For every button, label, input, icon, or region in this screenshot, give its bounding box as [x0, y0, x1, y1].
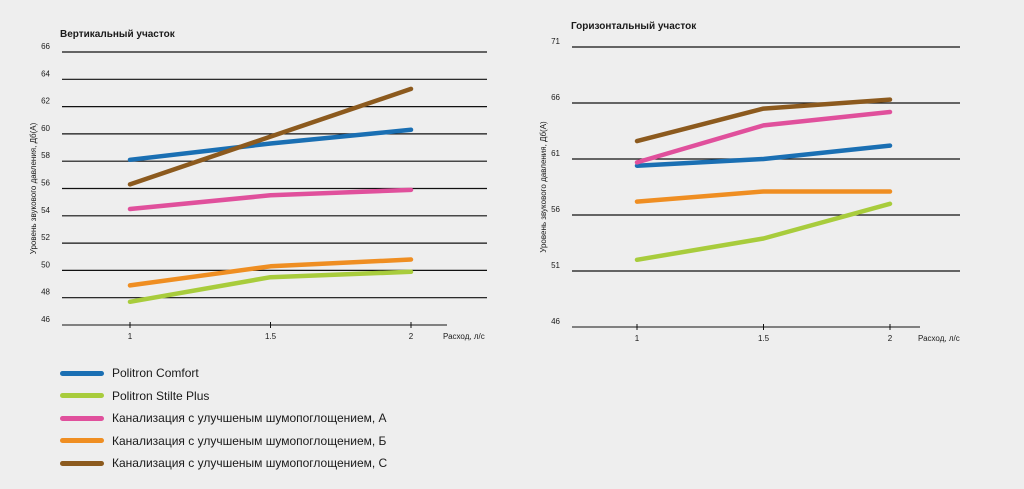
legend-swatch	[60, 393, 104, 399]
legend-label: Канализация с улучшеным шумопоглощением,…	[112, 411, 387, 426]
x-tick-label: 1.5	[758, 334, 770, 343]
legend: Politron Comfort Politron Stilte Plus Ка…	[60, 362, 387, 475]
x-tick-label: 1	[635, 334, 640, 343]
legend-label: Politron Comfort	[112, 366, 199, 381]
legend-swatch	[60, 438, 104, 444]
y-tick-label: 51	[551, 261, 560, 270]
y-tick-label: 46	[41, 315, 50, 324]
series-line	[634, 201, 893, 263]
y-tick-label: 71	[551, 37, 560, 46]
x-axis-label: Расход, л/с	[443, 332, 485, 341]
y-axis-label: Уровень звукового давления, Дб(А)	[539, 121, 548, 253]
y-tick-label: 66	[551, 93, 560, 102]
y-axis-label: Уровень звукового давления, Дб(А)	[29, 122, 38, 254]
series-line	[127, 269, 414, 305]
series-line	[634, 143, 893, 168]
x-axis-label: Расход, л/с	[918, 334, 960, 343]
chart-title: Вертикальный участок	[60, 29, 176, 40]
legend-swatch	[60, 460, 104, 466]
series-line	[127, 257, 414, 288]
y-tick-label: 61	[551, 149, 560, 158]
y-tick-label: 62	[41, 97, 50, 106]
y-tick-label: 66	[41, 42, 50, 51]
y-tick-label: 60	[41, 124, 50, 133]
x-tick-label: 2	[888, 334, 893, 343]
chart-title: Горизонтальный участок	[571, 21, 697, 32]
legend-label: Politron Stilte Plus	[112, 388, 210, 403]
x-tick-label: 1	[128, 332, 133, 341]
legend-item: Канализация с улучшеным шумопоглощением,…	[60, 407, 387, 430]
y-tick-label: 64	[41, 69, 50, 78]
horizontal-section-chart: Горизонтальный участок 46 51 56 61 66 71 1 1.5 2 Р…	[539, 21, 960, 343]
legend-swatch	[60, 415, 104, 421]
y-tick-label: 50	[41, 260, 50, 269]
vertical-section-chart: Вертикальный участок 46 48 50 52 54 56 58 60 62 64…	[29, 29, 487, 341]
x-tick-label: 2	[409, 332, 414, 341]
legend-label: Канализация с улучшеным шумопоглощением,…	[112, 433, 387, 448]
x-tick-label: 1.5	[265, 332, 277, 341]
series-line	[634, 109, 893, 165]
legend-item: Politron Comfort	[60, 362, 387, 385]
y-tick-label: 46	[551, 317, 560, 326]
y-tick-label: 56	[551, 205, 560, 214]
y-tick-label: 58	[41, 151, 50, 160]
series-line	[634, 189, 893, 204]
series-line	[127, 187, 414, 212]
legend-item: Politron Stilte Plus	[60, 385, 387, 408]
legend-swatch	[60, 370, 104, 376]
legend-label: Канализация с улучшеным шумопоглощением,…	[112, 456, 388, 471]
y-tick-label: 48	[41, 288, 50, 297]
y-tick-label: 56	[41, 179, 50, 188]
series-line	[127, 127, 414, 163]
legend-item: Канализация с улучшеным шумопоглощением,…	[60, 452, 387, 475]
series-line	[634, 97, 893, 144]
series-line	[127, 86, 414, 187]
y-tick-label: 52	[41, 233, 50, 242]
y-tick-label: 54	[41, 206, 50, 215]
legend-item: Канализация с улучшеным шумопоглощением,…	[60, 430, 387, 453]
